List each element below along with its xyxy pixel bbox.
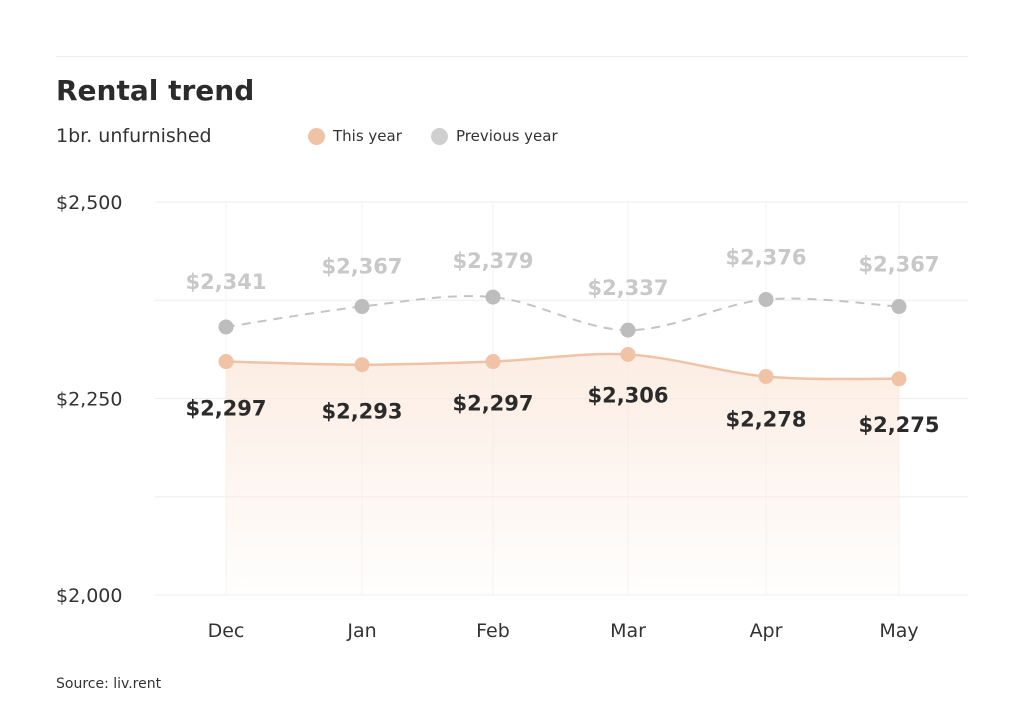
- source-note: Source: liv.rent: [56, 676, 162, 692]
- previous-year-data-label: $2,376: [725, 245, 806, 269]
- chart-subtitle: 1br. unfurnished: [56, 125, 212, 147]
- top-divider: [56, 56, 968, 57]
- legend-label-this-year: This year: [333, 127, 402, 145]
- previous-year-point: [485, 289, 501, 305]
- this-year-point: [758, 368, 774, 384]
- previous-year-point: [218, 319, 234, 335]
- previous-year-point: [620, 322, 636, 338]
- this-year-point: [354, 357, 370, 373]
- x-tick-label: Mar: [610, 620, 646, 642]
- x-tick-label: Dec: [208, 620, 245, 642]
- this-year-point: [485, 354, 501, 370]
- this-year-data-label: $2,306: [587, 383, 668, 407]
- this-year-data-label: $2,278: [725, 407, 806, 431]
- this-year-line: [225, 352, 900, 381]
- legend-dot-this-year: [308, 127, 325, 145]
- previous-year-point: [891, 299, 907, 315]
- previous-year-point: [354, 299, 370, 315]
- this-year-point: [891, 371, 907, 387]
- y-tick-label: $2,000: [56, 585, 122, 607]
- legend-dot-previous-year: [431, 127, 448, 145]
- previous-year-line: [225, 295, 900, 332]
- this-year-point: [620, 346, 636, 362]
- legend-item-this-year: This year: [308, 127, 402, 145]
- previous-year-data-label: $2,367: [321, 255, 402, 279]
- x-tick-label: Feb: [476, 620, 510, 642]
- previous-year-data-label: $2,337: [587, 276, 668, 300]
- y-tick-label: $2,500: [56, 192, 122, 214]
- y-tick-label: $2,250: [56, 389, 122, 411]
- x-tick-label: Jan: [346, 620, 376, 642]
- this-year-data-label: $2,297: [452, 392, 533, 416]
- x-tick-label: May: [879, 620, 918, 642]
- this-year-area: [226, 354, 899, 595]
- previous-year-point: [758, 291, 774, 307]
- previous-year-data-label: $2,367: [858, 253, 939, 277]
- legend-item-previous-year: Previous year: [431, 127, 558, 145]
- previous-year-data-label: $2,341: [185, 270, 266, 294]
- chart-title: Rental trend: [56, 74, 255, 107]
- this-year-data-label: $2,297: [185, 397, 266, 421]
- this-year-data-label: $2,293: [321, 400, 402, 424]
- this-year-point: [218, 354, 234, 370]
- x-tick-label: Apr: [750, 620, 783, 642]
- legend-label-previous-year: Previous year: [456, 127, 558, 145]
- previous-year-data-label: $2,379: [452, 249, 533, 273]
- this-year-data-label: $2,275: [858, 413, 939, 437]
